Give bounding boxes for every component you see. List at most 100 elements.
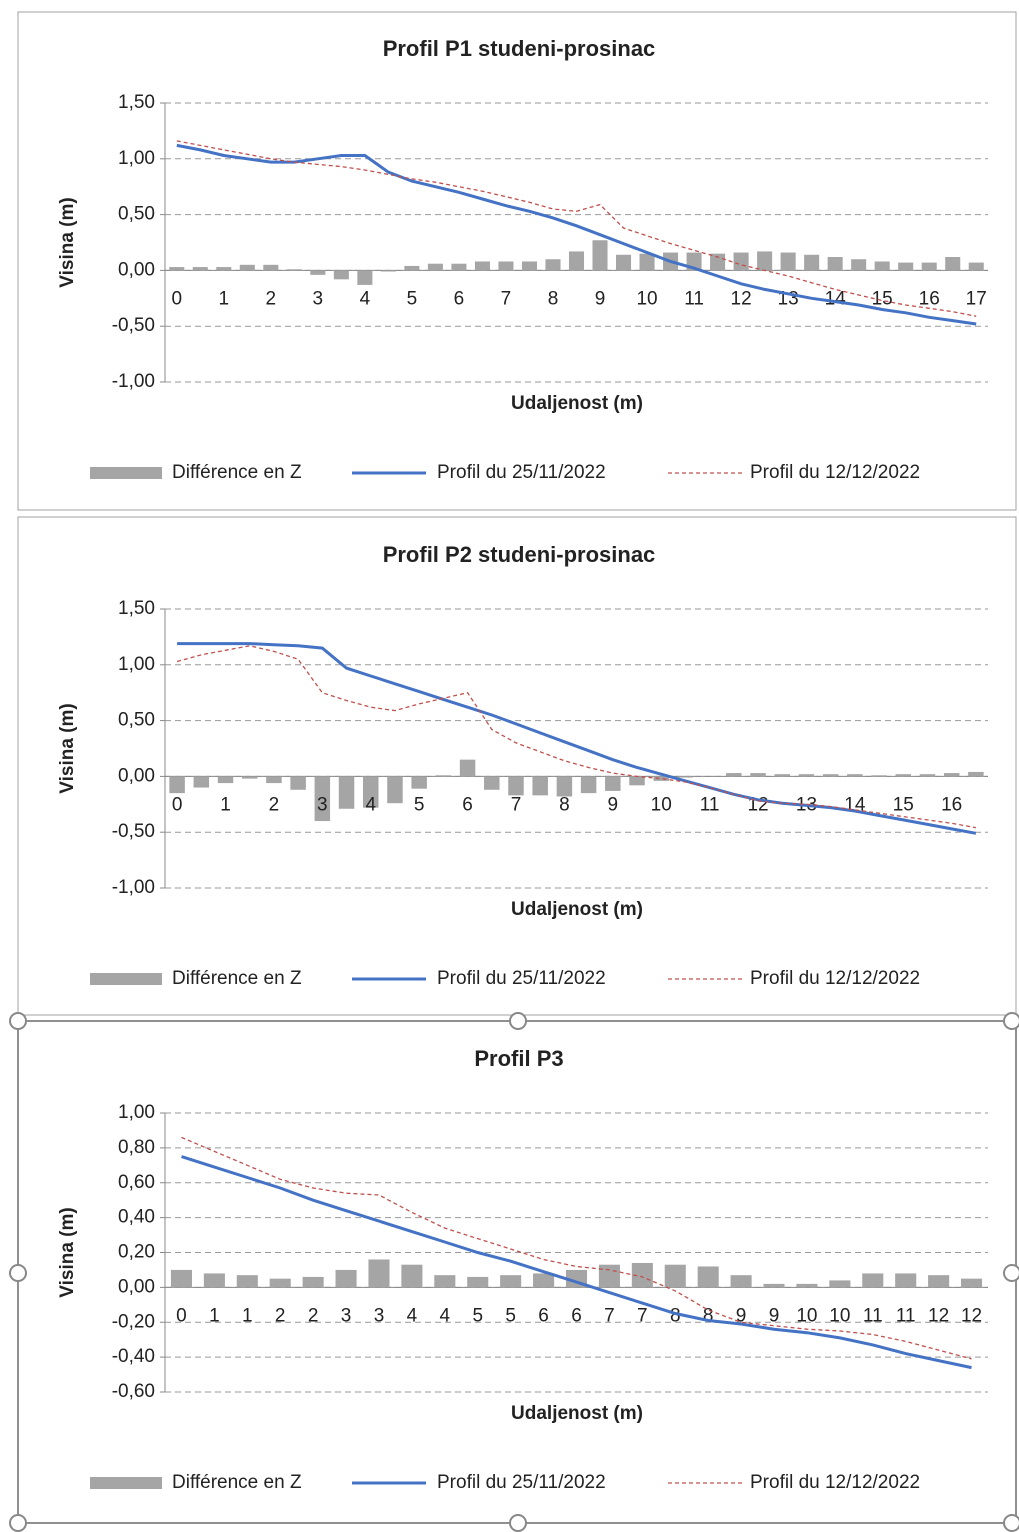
chart-title: Profil P3 (474, 1046, 563, 1071)
bar (290, 776, 306, 790)
bar (434, 1275, 456, 1288)
y-tick-label: 0,00 (118, 259, 155, 280)
bar (286, 269, 302, 271)
bar (968, 262, 984, 271)
legend-label: Différence en Z (172, 1472, 302, 1493)
x-tick-label: 8 (548, 288, 559, 309)
line-series (176, 645, 977, 829)
y-tick-label: 0,00 (118, 1276, 155, 1297)
bar (263, 264, 279, 271)
x-tick-label: 6 (571, 1305, 582, 1326)
panel-border (17, 11, 1017, 511)
bar (500, 1275, 522, 1288)
x-tick-label: 8 (559, 794, 570, 815)
x-tick-label: 10 (796, 1305, 817, 1326)
bar (710, 253, 726, 271)
x-tick-label: 15 (872, 288, 893, 309)
x-tick-label: 7 (501, 288, 512, 309)
selection-handle[interactable] (9, 1514, 27, 1532)
x-axis-title: Udaljenost (m) (511, 1403, 643, 1424)
bar (266, 776, 282, 784)
x-tick-label: 4 (440, 1305, 451, 1326)
legend-swatch (90, 973, 162, 985)
selection-handle[interactable] (509, 1514, 527, 1532)
bar (427, 263, 443, 271)
line-series (176, 140, 977, 317)
bar (697, 1266, 719, 1288)
bar (968, 771, 984, 777)
selection-handle[interactable] (1003, 1264, 1019, 1282)
legend-swatch (90, 467, 162, 479)
y-tick-label: 0,80 (118, 1137, 155, 1158)
selection-handle[interactable] (509, 1012, 527, 1030)
x-tick-label: 9 (608, 794, 619, 815)
x-tick-label: 7 (511, 794, 522, 815)
bar (170, 1269, 192, 1288)
x-tick-label: 6 (454, 288, 465, 309)
selection-handle[interactable] (1003, 1012, 1019, 1030)
line-series (177, 642, 977, 835)
x-tick-label: 11 (863, 1305, 883, 1326)
x-tick-label: 4 (407, 1305, 418, 1326)
x-tick-label: 11 (896, 1305, 916, 1326)
bar (898, 262, 914, 271)
bar (664, 1264, 686, 1288)
y-tick-label: -0,50 (112, 315, 155, 336)
bar (241, 776, 258, 779)
bar (774, 774, 790, 777)
selection-handle[interactable] (9, 1012, 27, 1030)
bar (216, 267, 232, 271)
line-series (176, 143, 977, 326)
y-tick-label: 0,50 (118, 204, 155, 225)
bar (851, 259, 867, 271)
y-tick-label: 1,00 (118, 1102, 155, 1123)
x-tick-label: 10 (651, 794, 672, 815)
y-tick-label: -0,20 (112, 1311, 155, 1332)
legend-label: Profil du 12/12/2022 (750, 1472, 920, 1493)
x-tick-label: 2 (266, 288, 277, 309)
y-tick-label: 1,00 (118, 654, 155, 675)
y-axis-title: Visina (m) (57, 703, 78, 793)
selection-handle[interactable] (1003, 1514, 1019, 1532)
y-tick-label: 1,50 (118, 92, 155, 113)
bar (335, 1269, 357, 1288)
x-axis-title: Udaljenost (m) (511, 393, 643, 414)
bar (532, 776, 548, 796)
y-tick-label: 0,50 (118, 710, 155, 731)
bar (592, 240, 608, 271)
y-tick-label: 1,50 (118, 598, 155, 619)
bar (193, 776, 210, 788)
bar (945, 257, 961, 271)
x-tick-label: 12 (928, 1305, 949, 1326)
bar (804, 254, 820, 271)
y-tick-label: 0,00 (118, 765, 155, 786)
x-tick-label: 11 (700, 794, 720, 815)
x-tick-label: 14 (825, 288, 847, 309)
x-tick-label: 2 (269, 794, 280, 815)
bar (961, 1278, 983, 1288)
bar (310, 270, 326, 275)
bar (556, 776, 573, 797)
bar (616, 254, 632, 271)
bar (521, 261, 537, 271)
x-tick-label: 9 (595, 288, 606, 309)
bar (639, 253, 655, 271)
x-tick-label: 6 (538, 1305, 549, 1326)
bar (401, 1264, 423, 1288)
x-tick-label: 16 (941, 794, 962, 815)
bar (368, 1259, 390, 1288)
selection-handle[interactable] (9, 1264, 27, 1282)
x-tick-label: 8 (703, 1305, 714, 1326)
x-tick-label: 4 (360, 288, 371, 309)
legend-label: Profil du 25/11/2022 (437, 968, 606, 989)
y-axis-title: Visina (m) (57, 197, 78, 287)
x-tick-label: 7 (604, 1305, 615, 1326)
x-tick-label: 3 (374, 1305, 385, 1326)
x-tick-label: 1 (209, 1305, 220, 1326)
x-tick-label: 4 (365, 794, 376, 815)
bar (239, 264, 255, 271)
bar (333, 270, 349, 280)
bar (763, 1283, 785, 1288)
bar (545, 259, 561, 271)
x-tick-label: 9 (769, 1305, 780, 1326)
